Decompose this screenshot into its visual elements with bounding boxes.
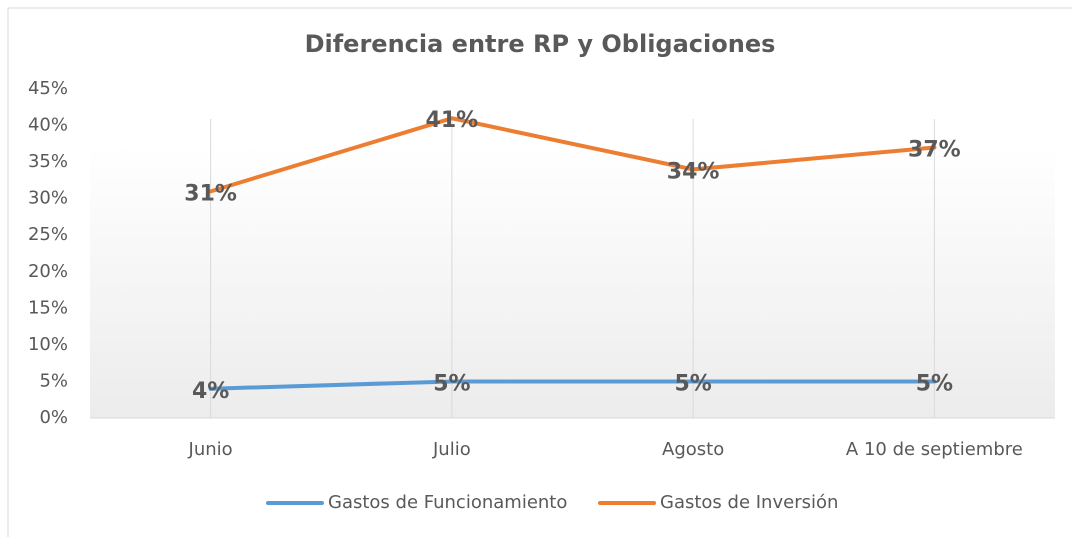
data-label: 5% xyxy=(433,371,470,396)
x-tick-label: Agosto xyxy=(662,439,724,460)
data-label: 4% xyxy=(192,379,229,404)
y-tick-label: 10% xyxy=(28,334,68,355)
data-label: 41% xyxy=(426,108,479,133)
x-tick-label: Junio xyxy=(188,439,233,460)
data-line xyxy=(208,116,937,194)
x-tick-label: A 10 de septiembre xyxy=(846,439,1023,460)
data-label: 31% xyxy=(184,181,237,206)
y-tick-label: 30% xyxy=(28,188,68,209)
y-tick-label: 20% xyxy=(28,261,68,282)
y-tick-label: 25% xyxy=(28,224,68,245)
y-tick-label: 15% xyxy=(28,297,68,318)
data-line xyxy=(208,379,937,391)
x-tick-label: Julio xyxy=(432,439,471,460)
y-tick-label: 35% xyxy=(28,151,68,172)
data-label: 5% xyxy=(916,371,953,396)
data-label: 37% xyxy=(908,137,961,162)
y-tick-label: 40% xyxy=(28,115,68,136)
legend-label: Gastos de Funcionamiento xyxy=(328,492,567,513)
y-tick-label: 45% xyxy=(28,78,68,99)
chart-title: Diferencia entre RP y Obligaciones xyxy=(305,30,776,58)
chart-border xyxy=(7,7,1072,537)
y-tick-label: 5% xyxy=(39,370,68,391)
plot-background xyxy=(90,145,1055,418)
data-label: 5% xyxy=(674,371,711,396)
y-tick-label: 0% xyxy=(39,407,68,428)
legend-label: Gastos de Inversión xyxy=(660,492,838,513)
data-label: 34% xyxy=(667,159,720,184)
